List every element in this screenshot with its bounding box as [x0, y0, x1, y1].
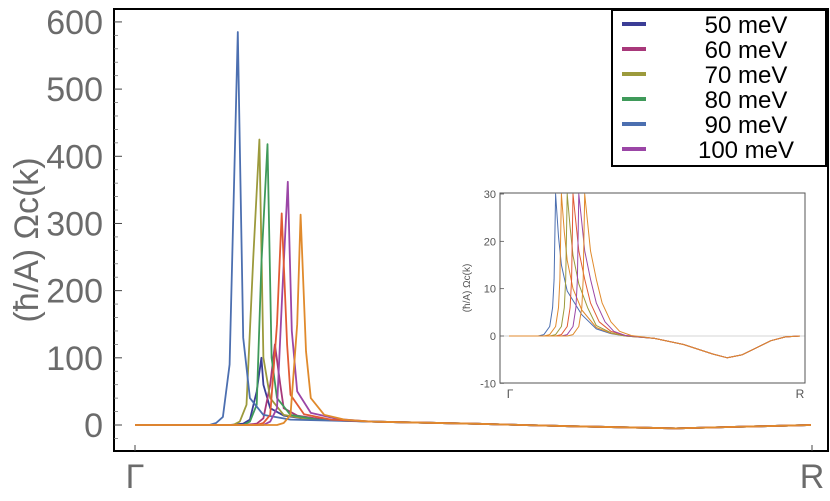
legend-box [611, 9, 827, 167]
inset-y-tick-label: 20 [484, 236, 496, 248]
inset-x-tick-label: Γ [507, 387, 514, 401]
x-tick-label: R [800, 458, 825, 496]
y-tick-label: 400 [46, 138, 103, 176]
inset-frame [499, 192, 806, 384]
inset-lines [509, 193, 801, 359]
y-tick-label: 200 [46, 273, 103, 311]
inset-plot: -10 0 10 20 30 Γ R (ħ/A) Ωc(k) [462, 189, 806, 401]
legend-label: 100 meV [698, 137, 794, 164]
legend-label: 70 meV [705, 62, 788, 89]
legend-label: 90 meV [705, 112, 788, 139]
legend-label: 60 meV [705, 37, 788, 64]
inset-x-tick-label: R [796, 387, 805, 401]
y-tick-label: 300 [46, 205, 103, 243]
y-tick-label: 0 [84, 407, 103, 445]
x-tick-label: Γ [126, 458, 145, 496]
legend-label: 80 meV [705, 87, 788, 114]
inset-background [500, 193, 805, 383]
series-line-7 [135, 213, 812, 430]
y-tick-label: 100 [46, 340, 103, 378]
inset-y-tick-label: -10 [480, 378, 496, 390]
plot-frame [113, 8, 829, 452]
inset-y-tick-label: 30 [484, 189, 496, 201]
inset-y-axis-label: (ħ/A) Ωc(k) [462, 264, 473, 313]
y-axis-label: (ħ/A) Ωc(k) [8, 157, 46, 322]
inset-series-line-5 [509, 193, 801, 359]
inset-y-tick-label: 0 [490, 331, 496, 343]
y-tick-label: 500 [46, 71, 103, 109]
legend-label: 50 meV [705, 12, 788, 39]
y-tick-label: 600 [46, 4, 103, 42]
inset-y-tick-label: 10 [484, 284, 496, 296]
